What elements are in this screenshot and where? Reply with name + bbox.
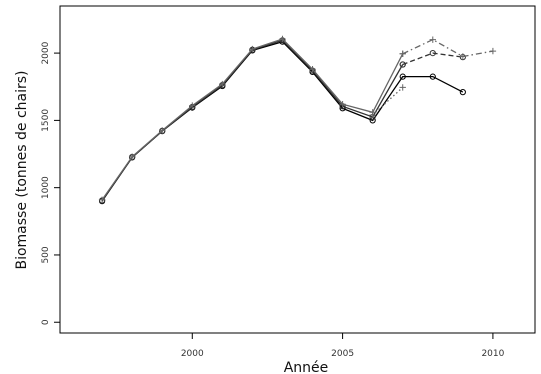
x-tick-label-2: 2010 bbox=[481, 349, 504, 359]
series-3-point-8 bbox=[339, 101, 346, 108]
series-0-point-12 bbox=[459, 89, 466, 96]
series-1 bbox=[98, 37, 406, 204]
series-0-line bbox=[101, 40, 464, 202]
series-4-point-2 bbox=[459, 53, 467, 60]
series-4-point-1 bbox=[429, 36, 436, 43]
series-3-point-7 bbox=[309, 66, 316, 73]
series-5-line bbox=[372, 86, 404, 116]
y-tick-label-4: 2000 bbox=[41, 41, 51, 64]
x-axis-title: Année bbox=[284, 360, 329, 374]
series-4-point-0 bbox=[399, 50, 406, 57]
series-0 bbox=[98, 38, 466, 205]
series-4-point-3 bbox=[489, 47, 497, 55]
series-3-point-0 bbox=[98, 196, 106, 203]
x-tick-label-1: 2005 bbox=[331, 349, 354, 359]
series-5-point-1 bbox=[399, 84, 406, 91]
plot-frame bbox=[59, 5, 536, 334]
series-5-point-0 bbox=[369, 111, 376, 119]
series-3-point-6 bbox=[279, 35, 286, 43]
y-axis-title: Biomasse (tonnes de chairs) bbox=[14, 70, 30, 269]
series-layer bbox=[98, 35, 497, 205]
series-2-line bbox=[402, 52, 463, 66]
series-3-point-1 bbox=[128, 153, 136, 160]
y-axis: 0 500 1000 1500 2000 bbox=[41, 41, 60, 325]
series-0-point-10 bbox=[399, 73, 406, 80]
series-2-point-1 bbox=[429, 49, 436, 57]
series-4-line bbox=[402, 38, 494, 58]
y-tick-label-1: 500 bbox=[41, 246, 51, 263]
series-1-line bbox=[101, 39, 404, 201]
series-3-line bbox=[101, 38, 404, 201]
series-2-point-0 bbox=[399, 61, 406, 68]
x-axis: 2000 2005 2010 bbox=[181, 333, 505, 359]
series-4 bbox=[399, 36, 497, 60]
series-5 bbox=[369, 84, 406, 119]
series-0-point-11 bbox=[429, 73, 436, 80]
y-tick-label-3: 1500 bbox=[41, 109, 51, 132]
series-3-point-4 bbox=[219, 80, 226, 88]
series-3-point-5 bbox=[249, 45, 256, 53]
series-3-point-3 bbox=[189, 102, 196, 109]
x-tick-label-0: 2000 bbox=[181, 349, 204, 359]
series-3-point-2 bbox=[159, 127, 166, 134]
series-3 bbox=[98, 35, 406, 203]
y-tick-label-0: 0 bbox=[41, 319, 51, 325]
y-tick-label-2: 1000 bbox=[41, 176, 51, 199]
